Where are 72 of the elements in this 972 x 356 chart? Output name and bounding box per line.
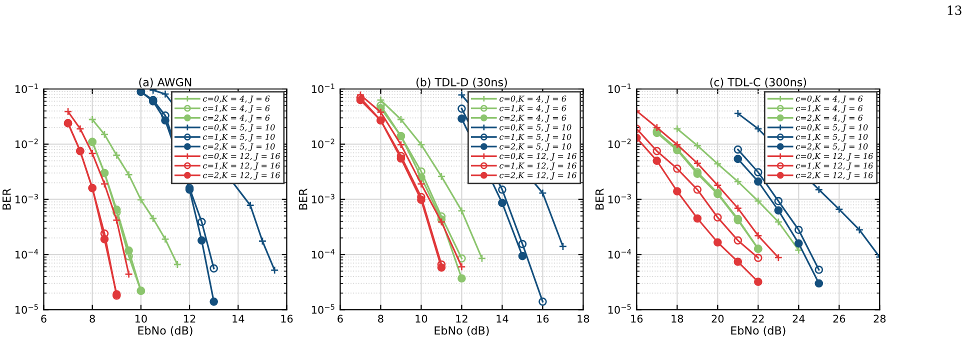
legend-label: c=2,K = 12, J = 16 <box>796 172 873 180</box>
x-tick-label: 22 <box>752 314 764 322</box>
legend-label: c=0,K = 12, J = 16 <box>500 153 576 161</box>
x-tick-label: 20 <box>712 314 724 323</box>
x-tick-label: 14 <box>496 314 508 322</box>
y-tick-label: 10$^{−5}$ <box>608 304 631 314</box>
x-tick-label: 26 <box>833 314 846 323</box>
legend-label: c=0,K = 12, J = 16 <box>796 153 873 161</box>
y-tick-label: 10$^{−4}$ <box>16 249 38 259</box>
legend-label: c=2,K = 5, J = 10 <box>203 143 275 152</box>
x-tick-label: 16 <box>537 314 549 323</box>
x-tick-label: 10 <box>135 314 147 323</box>
x-tick-label: 16 <box>281 314 293 323</box>
legend-label: c=1,K = 12, J = 16 <box>500 162 576 170</box>
y-tick-label: 10$^{−1}$ <box>312 84 334 94</box>
y-tick-label: 10$^{−4}$ <box>608 249 632 259</box>
y-tick-label: 10$^{−4}$ <box>312 249 335 259</box>
chart-title: (a) AWGN <box>139 78 192 88</box>
y-axis-title: BER <box>2 188 11 210</box>
legend-label: c=0,K = 4, J = 6 <box>796 96 863 104</box>
y-tick-label: 10$^{−5}$ <box>312 304 334 314</box>
legend-label: c=0,K = 12, J = 16 <box>203 153 280 161</box>
legend-label: c=0,K = 4, J = 6 <box>203 96 270 104</box>
x-tick-label: 24 <box>792 314 805 322</box>
y-tick-label: 10$^{−5}$ <box>16 304 38 314</box>
legend-label: c=1,K = 4, J = 6 <box>203 105 270 113</box>
y-tick-label: 10$^{−1}$ <box>16 84 38 94</box>
y-tick-label: 10$^{−2}$ <box>16 138 38 148</box>
x-tick-label: 12 <box>184 314 196 322</box>
legend-label: c=1,K = 4, J = 6 <box>500 105 566 113</box>
legend-label: c=1,K = 4, J = 6 <box>796 105 863 113</box>
legend-label: c=2,K = 12, J = 16 <box>203 172 280 180</box>
y-axis-title: BER <box>299 188 308 210</box>
x-tick-label: 12 <box>456 314 468 322</box>
y-tick-label: 10$^{−3}$ <box>16 194 38 204</box>
legend-label: c=2,K = 5, J = 10 <box>500 143 572 152</box>
x-axis-title: EbNo (dB) <box>434 326 489 336</box>
text: 13 <box>948 6 962 16</box>
x-tick-label: 6 <box>41 314 46 323</box>
legend-label: c=2,K = 5, J = 10 <box>796 143 868 152</box>
legend-label: c=2,K = 4, J = 6 <box>796 114 863 122</box>
legend-label: c=2,K = 12, J = 16 <box>500 172 576 180</box>
x-tick-label: 18 <box>578 314 590 323</box>
legend-label: c=1,K = 12, J = 16 <box>796 162 873 170</box>
chart-title: (c) TDL-C (300ns) <box>710 78 806 88</box>
y-tick-label: 10$^{−2}$ <box>312 138 334 148</box>
x-tick-label: 10 <box>416 314 428 323</box>
legend-label: c=2,K = 4, J = 6 <box>500 114 566 122</box>
x-axis-title: EbNo (dB) <box>138 326 192 336</box>
y-tick-label: 10$^{−3}$ <box>608 194 631 204</box>
x-tick-label: 6 <box>338 314 343 323</box>
legend-label: c=0,K = 5, J = 10 <box>796 124 868 132</box>
y-tick-label: 10$^{−1}$ <box>608 84 631 94</box>
y-axis-title: BER <box>596 188 604 210</box>
x-tick-label: 28 <box>874 314 886 323</box>
y-tick-label: 10$^{−2}$ <box>608 138 631 148</box>
x-tick-label: 18 <box>672 314 684 323</box>
x-tick-label: 14 <box>232 314 244 322</box>
y-tick-label: 10$^{−3}$ <box>312 194 334 204</box>
legend-label: c=1,K = 12, J = 16 <box>203 162 280 170</box>
legend-label: c=0,K = 5, J = 10 <box>500 124 572 132</box>
legend-label: c=1,K = 5, J = 10 <box>500 134 572 142</box>
x-axis-title: EbNo (dB) <box>731 326 786 336</box>
legend-label: c=2,K = 4, J = 6 <box>203 114 270 122</box>
legend-label: c=0,K = 4, J = 6 <box>500 96 566 104</box>
legend-label: c=1,K = 5, J = 10 <box>796 134 868 142</box>
chart-title: (b) TDL-D (30ns) <box>416 78 507 88</box>
legend-label: c=0,K = 5, J = 10 <box>203 124 275 132</box>
x-tick-label: 8 <box>378 314 384 323</box>
x-tick-label: 8 <box>90 314 95 323</box>
legend-label: c=1,K = 5, J = 10 <box>203 134 275 142</box>
x-tick-label: 16 <box>631 314 643 323</box>
